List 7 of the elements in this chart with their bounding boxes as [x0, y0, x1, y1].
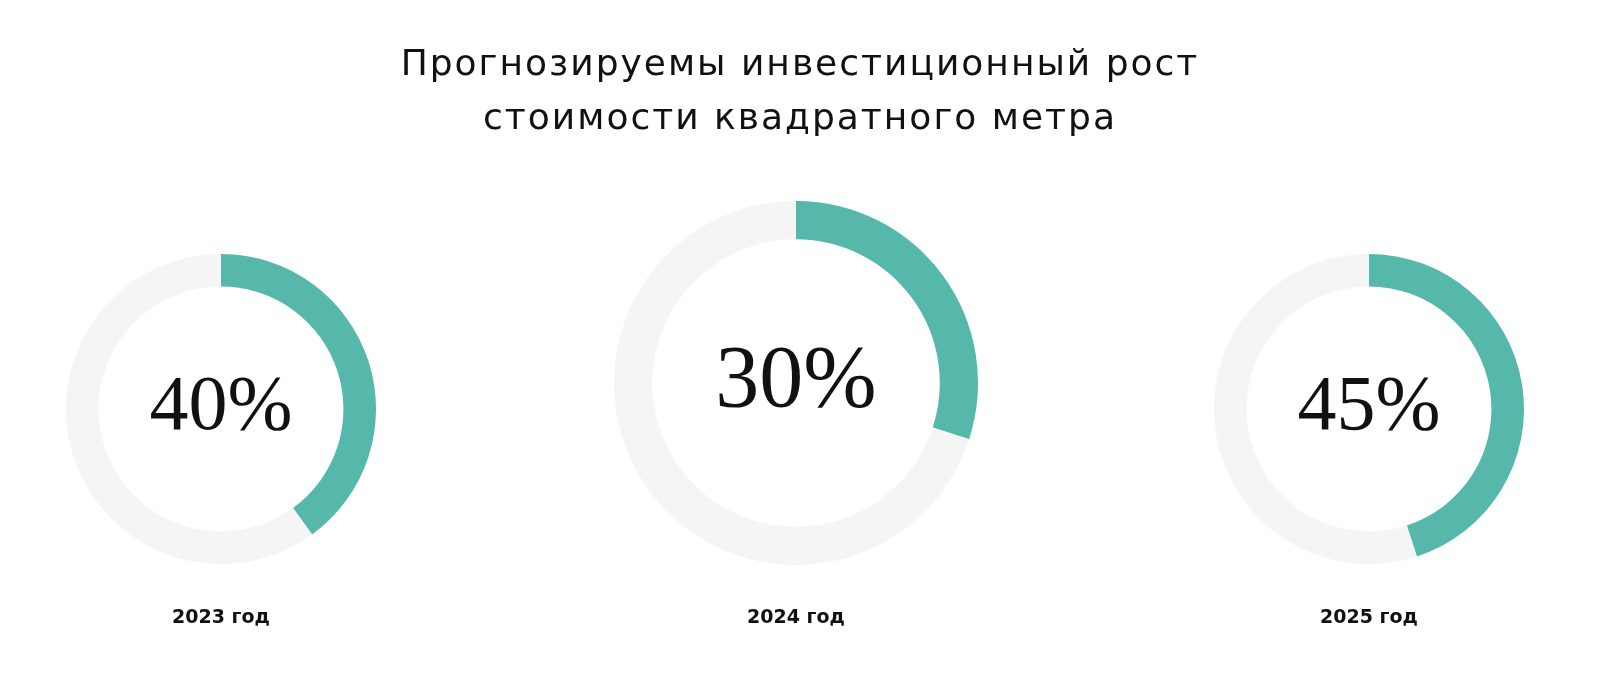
data-label: 45% [1297, 359, 1441, 447]
text: 2023 год [171, 605, 271, 627]
data-label: 30% [715, 328, 877, 426]
chart-title: Прогнозируемы инвестиционный рост стоимости квадратного метра [399, 41, 1201, 139]
text: 2025 год [1319, 605, 1419, 627]
data-label: 40% [149, 359, 293, 447]
text: 2024 год [746, 605, 846, 627]
